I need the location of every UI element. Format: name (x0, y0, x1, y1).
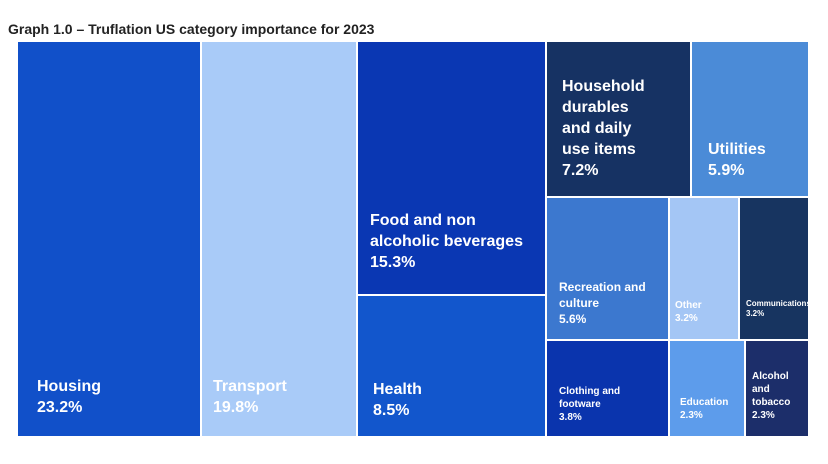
tile-name: Communications (746, 299, 811, 308)
tile-name: Food and non alcoholic beverages (370, 212, 523, 250)
treemap-tile: Transport 19.8% (202, 42, 358, 438)
tile-label: Housing 23.2% (18, 376, 200, 436)
tile-label: Clothing and footware 3.8% (547, 385, 668, 436)
tile-label: Health 8.5% (358, 379, 545, 436)
tile-value: 2.3% (680, 410, 703, 421)
treemap-tile: Household durables and daily use items 7.… (547, 42, 692, 198)
tile-label: Communications 3.2% (740, 299, 811, 339)
treemap-tile: Housing 23.2% (18, 42, 202, 438)
treemap-tile: Utilities 5.9% (692, 42, 810, 198)
tile-label: Food and non alcoholic beverages 15.3% (358, 210, 545, 294)
tile-value: 15.3% (370, 254, 416, 271)
tile-value: 19.8% (213, 399, 259, 416)
tile-label: Household durables and daily use items 7.… (547, 76, 690, 196)
tile-label: Other 3.2% (670, 299, 738, 339)
treemap-chart: Housing 23.2% Transport 19.8% Food and non a… (18, 42, 811, 438)
treemap-tile: Other 3.2% (670, 198, 740, 341)
tile-label: Utilities 5.9% (692, 139, 808, 196)
tile-name: Recreation and culture (559, 280, 646, 310)
tile-name: Other (675, 300, 702, 311)
tile-name: Education (680, 397, 729, 408)
tile-name: Transport (213, 378, 287, 395)
tile-label: Transport 19.8% (202, 376, 356, 436)
tile-label: Education 2.3% (670, 396, 744, 436)
tile-label: Recreation and culture 5.6% (547, 279, 668, 339)
tile-value: 8.5% (373, 402, 410, 419)
tile-name: Utilities (708, 141, 766, 158)
tile-name: Housing (37, 378, 101, 395)
treemap-tile: Clothing and footware 3.8% (547, 341, 670, 438)
tile-value: 3.2% (746, 309, 765, 318)
tile-value: 7.2% (562, 162, 599, 179)
treemap-tile: Alcohol and tobacco 2.3% (746, 341, 810, 438)
treemap-tile: Recreation and culture 5.6% (547, 198, 670, 341)
treemap-tile: Education 2.3% (670, 341, 746, 438)
tile-value: 23.2% (37, 399, 83, 416)
tile-value: 5.9% (708, 162, 745, 179)
treemap-tile: Communications 3.2% (740, 198, 811, 341)
tile-value: 2.3% (752, 410, 775, 421)
chart-title: Graph 1.0 – Truflation US category impor… (8, 21, 375, 37)
tile-value: 5.6% (559, 312, 587, 326)
tile-value: 3.2% (675, 313, 698, 324)
tile-label: Alcohol and tobacco 2.3% (746, 370, 808, 436)
tile-name: Alcohol and tobacco (752, 371, 791, 408)
treemap-tile: Health 8.5% (358, 296, 547, 438)
tile-name: Clothing and footware (559, 386, 621, 410)
tile-value: 3.8% (559, 412, 582, 423)
tile-name: Health (373, 381, 422, 398)
treemap-tile: Food and non alcoholic beverages 15.3% (358, 42, 547, 296)
tile-name: Household durables and daily use items (562, 78, 645, 158)
